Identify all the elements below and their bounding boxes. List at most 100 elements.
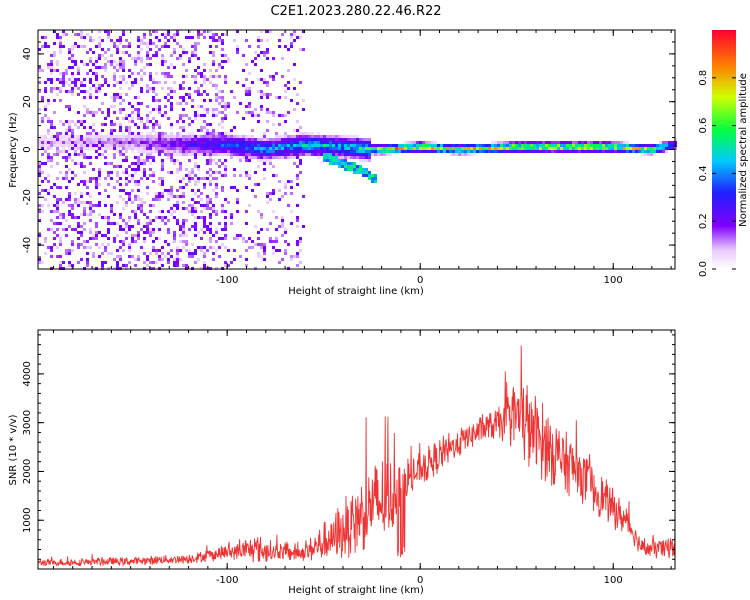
heatmap-cell bbox=[50, 219, 53, 222]
heatmap-cell bbox=[146, 117, 149, 120]
heatmap-cell bbox=[68, 84, 71, 87]
heatmap-cell bbox=[170, 63, 173, 66]
heatmap-cell bbox=[185, 144, 188, 147]
heatmap-cell bbox=[179, 186, 182, 189]
heatmap-cell bbox=[317, 144, 320, 147]
heatmap-cell bbox=[287, 141, 290, 144]
heatmap-cell bbox=[266, 192, 269, 195]
heatmap-cell bbox=[332, 162, 335, 165]
heatmap-cell bbox=[281, 33, 284, 36]
heatmap-cell bbox=[116, 117, 119, 120]
heatmap-cell bbox=[611, 150, 614, 153]
heatmap-cell bbox=[236, 138, 239, 141]
heatmap-cell bbox=[194, 207, 197, 210]
colorbar-tick-label: 0.6 bbox=[698, 118, 709, 134]
heatmap-cell bbox=[59, 243, 62, 246]
heatmap-cell bbox=[53, 195, 56, 198]
heatmap-cell bbox=[89, 162, 92, 165]
heatmap-cell bbox=[83, 141, 86, 144]
heatmap-cell bbox=[182, 144, 185, 147]
heatmap-cell bbox=[161, 60, 164, 63]
heatmap-cell bbox=[215, 33, 218, 36]
heatmap-cell bbox=[110, 252, 113, 255]
heatmap-cell bbox=[170, 153, 173, 156]
heatmap-cell bbox=[191, 132, 194, 135]
heatmap-cell bbox=[41, 96, 44, 99]
heatmap-cell bbox=[254, 225, 257, 228]
heatmap-cell bbox=[56, 234, 59, 237]
heatmap-cell bbox=[137, 207, 140, 210]
heatmap-cell bbox=[116, 180, 119, 183]
heatmap-cell bbox=[212, 171, 215, 174]
heatmap-cell bbox=[110, 54, 113, 57]
heatmap-cell bbox=[137, 156, 140, 159]
heatmap-cell bbox=[413, 147, 416, 150]
heatmap-cell bbox=[224, 165, 227, 168]
heatmap-cell bbox=[191, 153, 194, 156]
heatmap-cell bbox=[116, 174, 119, 177]
heatmap-cell bbox=[167, 75, 170, 78]
heatmap-cell bbox=[221, 39, 224, 42]
heatmap-cell bbox=[182, 63, 185, 66]
heatmap-cell bbox=[161, 183, 164, 186]
heatmap-cell bbox=[212, 252, 215, 255]
heatmap-cell bbox=[68, 180, 71, 183]
heatmap-cell bbox=[191, 105, 194, 108]
heatmap-cell bbox=[275, 141, 278, 144]
heatmap-cell bbox=[149, 75, 152, 78]
heatmap-cell bbox=[95, 186, 98, 189]
heatmap-cell bbox=[56, 150, 59, 153]
heatmap-cell bbox=[188, 180, 191, 183]
heatmap-cell bbox=[131, 201, 134, 204]
heatmap-cell bbox=[116, 201, 119, 204]
heatmap-cell bbox=[74, 162, 77, 165]
heatmap-cell bbox=[110, 63, 113, 66]
heatmap-cell bbox=[212, 177, 215, 180]
heatmap-cell bbox=[146, 147, 149, 150]
heatmap-cell bbox=[143, 33, 146, 36]
heatmap-cell bbox=[650, 147, 653, 150]
heatmap-cell bbox=[95, 111, 98, 114]
heatmap-cell bbox=[98, 183, 101, 186]
heatmap-cell bbox=[260, 78, 263, 81]
heatmap-cell bbox=[494, 150, 497, 153]
heatmap-cell bbox=[185, 69, 188, 72]
heatmap-cell bbox=[71, 228, 74, 231]
heatmap-cell bbox=[335, 159, 338, 162]
heatmap-cell bbox=[206, 132, 209, 135]
heatmap-cell bbox=[176, 33, 179, 36]
heatmap-cell bbox=[77, 231, 80, 234]
heatmap-cell bbox=[176, 102, 179, 105]
heatmap-cell bbox=[263, 249, 266, 252]
heatmap-cell bbox=[299, 147, 302, 150]
heatmap-cell bbox=[350, 138, 353, 141]
heatmap-cell bbox=[197, 72, 200, 75]
heatmap-cell bbox=[80, 192, 83, 195]
heatmap-cell bbox=[179, 147, 182, 150]
heatmap-cell bbox=[53, 231, 56, 234]
heatmap-cell bbox=[251, 156, 254, 159]
heatmap-cell bbox=[272, 138, 275, 141]
heatmap-cell bbox=[104, 150, 107, 153]
heatmap-cell bbox=[188, 30, 191, 33]
heatmap-cell bbox=[233, 237, 236, 240]
heatmap-cell bbox=[77, 78, 80, 81]
heatmap-cell bbox=[179, 144, 182, 147]
heatmap-cell bbox=[38, 210, 41, 213]
heatmap-cell bbox=[641, 150, 644, 153]
heatmap-cell bbox=[110, 141, 113, 144]
heatmap-cell bbox=[44, 105, 47, 108]
heatmap-cell bbox=[107, 228, 110, 231]
heatmap-cell bbox=[296, 132, 299, 135]
heatmap-cell bbox=[125, 201, 128, 204]
heatmap-cell bbox=[413, 144, 416, 147]
heatmap-cell bbox=[182, 246, 185, 249]
heatmap-cell bbox=[176, 264, 179, 267]
heatmap-cell bbox=[71, 171, 74, 174]
heatmap-cell bbox=[218, 144, 221, 147]
heatmap-cell bbox=[161, 162, 164, 165]
heatmap-cell bbox=[224, 78, 227, 81]
heatmap-cell bbox=[398, 147, 401, 150]
heatmap-cell bbox=[188, 93, 191, 96]
heatmap-cell bbox=[101, 75, 104, 78]
